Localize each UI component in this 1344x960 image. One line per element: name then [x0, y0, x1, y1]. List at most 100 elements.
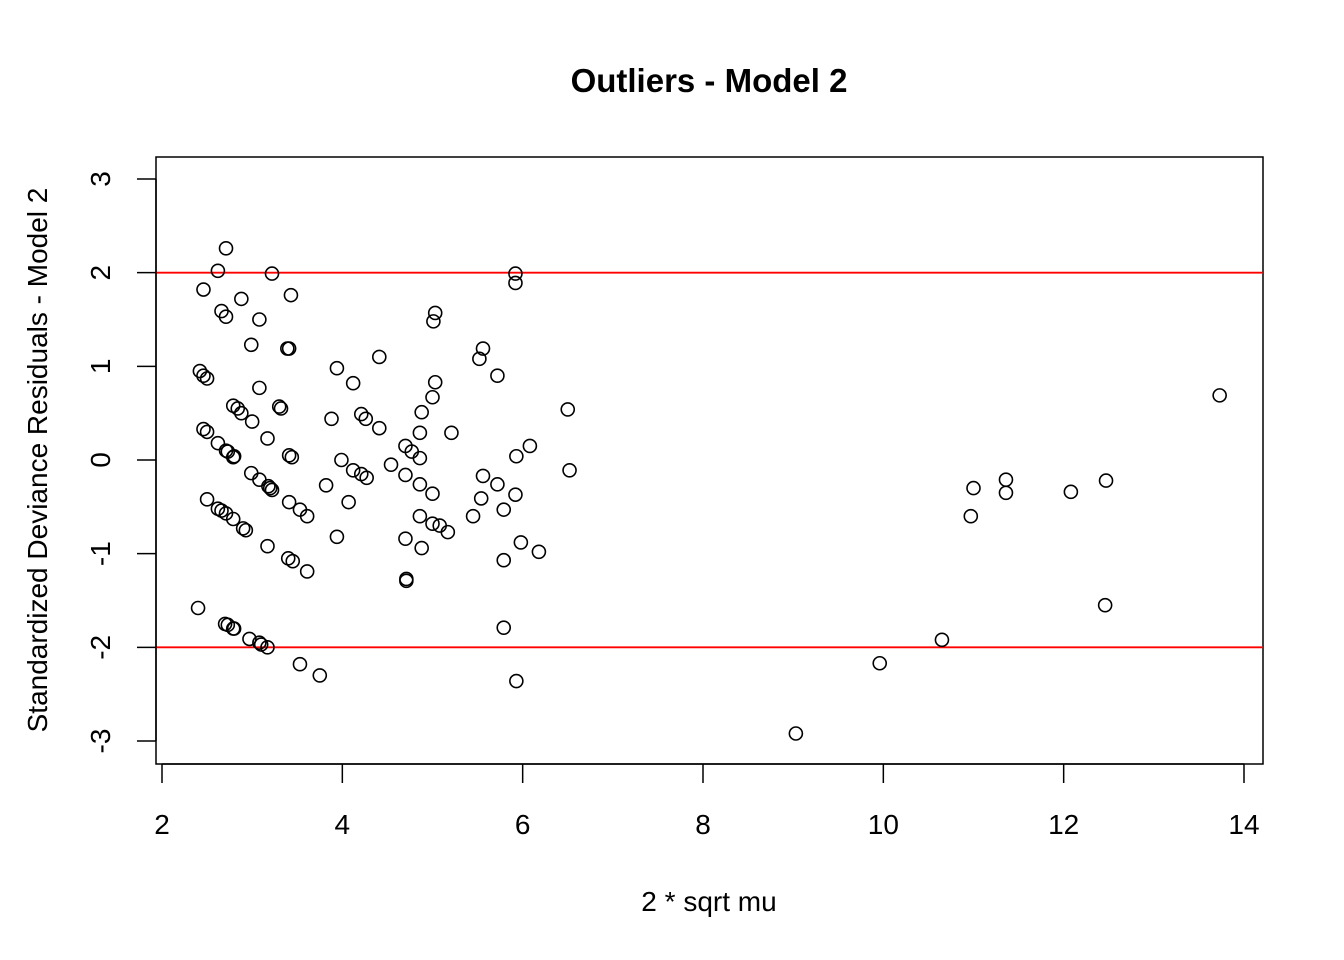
data-point — [398, 467, 413, 483]
data-point — [966, 480, 981, 496]
data-point — [226, 448, 242, 464]
data-point — [210, 435, 226, 451]
chart-title: Outliers - Model 2 — [571, 62, 848, 99]
data-point — [963, 508, 979, 524]
data-point — [414, 540, 429, 556]
data-point — [196, 421, 211, 437]
data-point — [253, 637, 269, 652]
data-point — [210, 263, 226, 279]
data-point — [273, 401, 289, 416]
data-point — [230, 401, 246, 416]
data-point — [934, 632, 950, 648]
data-point — [285, 553, 301, 569]
data-point — [358, 411, 374, 427]
data-point — [496, 502, 512, 517]
data-point — [225, 398, 241, 413]
data-point — [261, 478, 276, 494]
x-tick-label: 10 — [868, 809, 899, 840]
y-tick-label: -3 — [85, 729, 116, 754]
data-point — [234, 291, 249, 307]
data-point — [398, 531, 413, 546]
data-point — [225, 511, 241, 527]
data-point — [284, 449, 300, 465]
data-point — [399, 573, 414, 589]
data-point — [252, 472, 267, 487]
data-point — [426, 314, 441, 329]
data-point — [508, 487, 523, 502]
x-tick-label: 8 — [695, 809, 711, 840]
data-point — [264, 266, 280, 281]
reference-lines — [156, 271, 1263, 649]
data-point — [252, 635, 267, 650]
data-point — [427, 374, 443, 390]
data-point — [260, 640, 275, 655]
data-point — [281, 341, 297, 356]
data-point — [334, 452, 349, 468]
data-point — [199, 371, 215, 386]
data-point — [513, 535, 529, 550]
data-point — [508, 266, 523, 281]
data-point — [196, 282, 211, 297]
data-point — [318, 477, 334, 493]
y-tick-label: 1 — [85, 359, 116, 375]
y-tick-label: -2 — [85, 635, 116, 660]
data-point — [465, 508, 481, 524]
data-point — [283, 287, 299, 303]
data-points — [190, 241, 1227, 741]
data-point — [490, 368, 505, 384]
data-point — [383, 457, 399, 472]
data-point — [252, 312, 267, 327]
data-point — [214, 503, 229, 518]
data-point — [225, 449, 241, 465]
y-axis-label: Standardized Deviance Residuals - Model … — [22, 188, 53, 733]
data-point — [522, 438, 538, 454]
data-point — [243, 337, 259, 353]
data-point — [496, 620, 512, 635]
data-point — [998, 485, 1014, 501]
data-point — [280, 551, 296, 566]
data-point — [262, 480, 278, 496]
plot-frame — [155, 156, 1264, 765]
data-point — [1098, 473, 1114, 488]
data-point — [353, 406, 369, 422]
data-point — [238, 522, 254, 538]
x-axis-label: 2 * sqrt mu — [641, 886, 776, 917]
data-point — [472, 351, 487, 367]
data-point — [1063, 484, 1079, 500]
data-point — [509, 448, 524, 464]
data-point — [788, 726, 804, 741]
data-point — [509, 673, 524, 689]
data-point — [1212, 388, 1227, 403]
data-point — [218, 241, 234, 256]
data-point — [260, 431, 275, 446]
data-point — [218, 309, 234, 324]
x-tick-label: 14 — [1228, 809, 1259, 840]
data-point — [1097, 597, 1113, 613]
x-tick-label: 2 — [154, 809, 170, 840]
data-point — [412, 450, 428, 466]
data-point — [425, 486, 440, 502]
data-point — [324, 411, 339, 427]
data-point — [345, 463, 361, 478]
data-point — [432, 518, 448, 533]
data-point — [242, 631, 257, 647]
data-point — [243, 465, 259, 481]
data-point — [425, 516, 440, 531]
data-point — [252, 380, 267, 396]
data-point — [225, 621, 241, 636]
data-point — [235, 521, 251, 536]
data-point — [425, 389, 440, 405]
data-point — [299, 508, 315, 524]
data-point — [412, 477, 428, 492]
data-point — [329, 360, 345, 376]
x-tick-label: 12 — [1048, 809, 1079, 840]
data-point — [508, 275, 523, 291]
data-point — [329, 529, 345, 545]
data-point — [427, 305, 443, 321]
x-axis: 2 4 6 8 10 12 14 — [154, 763, 1260, 840]
x-tick-label: 4 — [335, 809, 351, 840]
data-point — [264, 482, 280, 498]
data-point — [281, 448, 297, 463]
data-point — [299, 564, 315, 579]
